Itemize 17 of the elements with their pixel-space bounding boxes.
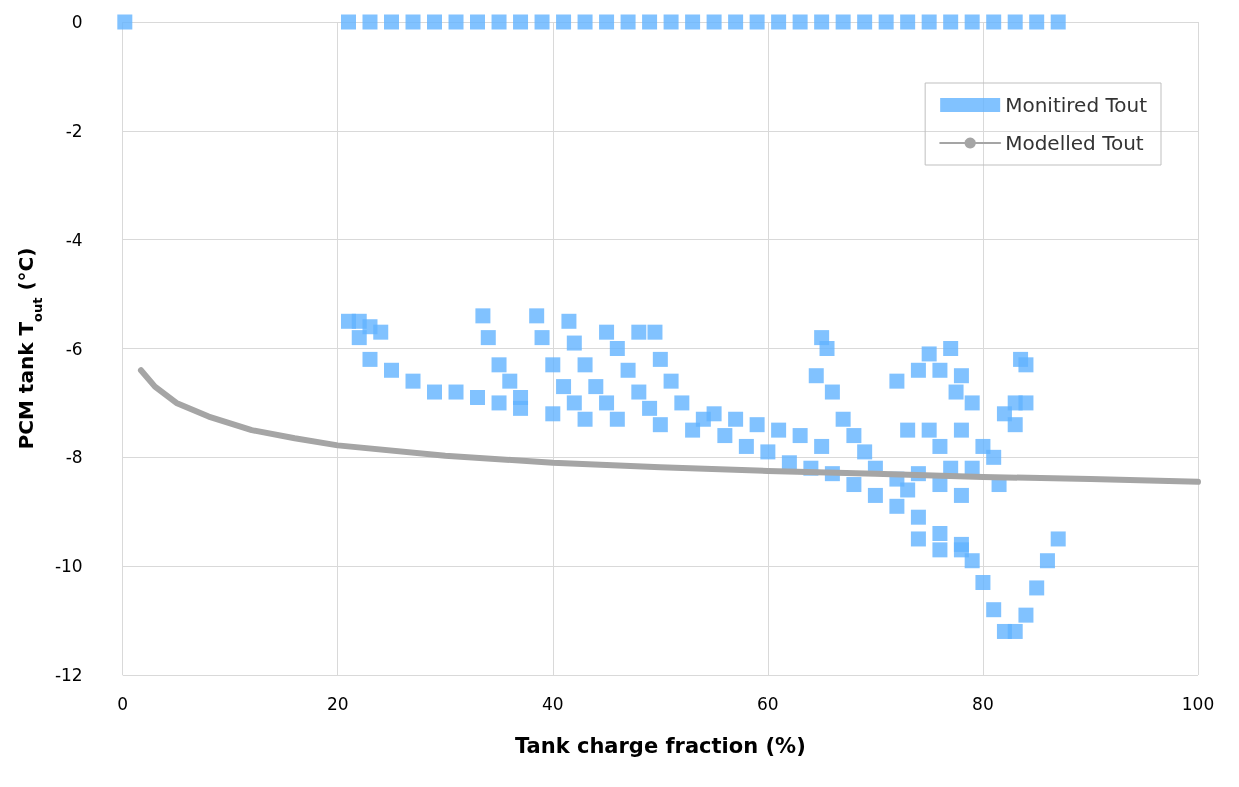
y-tick-label: -8 <box>65 447 83 468</box>
legend-label: Modelled Tout <box>1005 131 1144 155</box>
y-tick-label: -12 <box>54 665 83 685</box>
x-tick-label: 0 <box>117 693 129 714</box>
x-tick-label: 40 <box>541 693 564 714</box>
x-tick-label: 80 <box>972 693 994 714</box>
x-axis-title: Tank charge fraction (%) <box>514 733 806 758</box>
x-tick-label: 20 <box>326 693 349 714</box>
y-tick-label: -6 <box>65 338 83 359</box>
y-axis-title: PCM tank Tout (°C) <box>14 247 45 450</box>
y-tick-label: 0 <box>71 12 83 32</box>
y-tick-label: -10 <box>54 556 83 577</box>
y-tick-label: -4 <box>65 229 83 250</box>
legend-label: Monitired Tout <box>1005 93 1148 117</box>
x-tick-label: 60 <box>757 693 779 714</box>
y-tick-label: -2 <box>65 120 83 141</box>
x-tick-label: 100 <box>1181 693 1215 714</box>
